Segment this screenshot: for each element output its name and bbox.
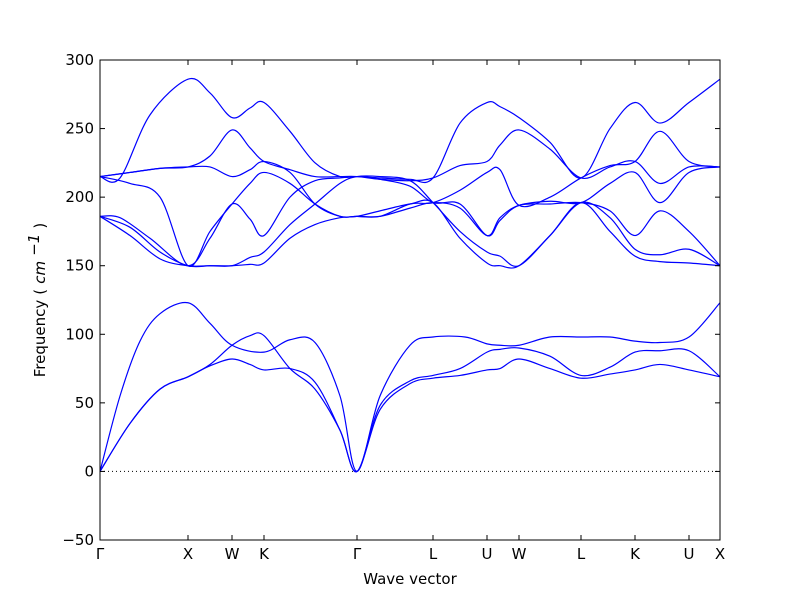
plot-frame	[99, 59, 721, 541]
y-axis-title-unit-exponent: −1	[25, 234, 43, 256]
y-tick-label: 300	[65, 51, 94, 69]
x-tick-label: L	[577, 545, 586, 563]
x-tick-label: U	[684, 545, 695, 563]
x-tick-label: W	[512, 545, 527, 563]
y-axis-title: Frequency ( cm −1 )	[24, 223, 49, 378]
x-tick-label: X	[183, 545, 193, 563]
y-tick-label: 50	[75, 394, 94, 412]
y-axis-title-main: Frequency	[31, 300, 49, 378]
y-tick-label: 200	[65, 188, 94, 206]
phonon-branch-5	[99, 175, 721, 268]
x-axis-title: Wave vector	[363, 570, 457, 588]
x-tick-label: Γ	[353, 545, 362, 563]
phonon-branch-1	[99, 301, 721, 473]
x-tick-label: Γ	[96, 545, 105, 563]
phonon-branch-2	[99, 332, 721, 473]
y-tick-label: 250	[65, 120, 94, 138]
y-axis-title-unit: cm	[31, 261, 49, 284]
y-axis-title-paren-open: (	[31, 289, 49, 295]
y-tick-label: 0	[84, 462, 94, 480]
phonon-branch-8	[99, 130, 721, 218]
series-layer	[99, 77, 721, 473]
phonon-branch-7	[99, 166, 721, 267]
y-tick-label: 150	[65, 257, 94, 275]
phonon-branch-3	[99, 358, 721, 473]
y-tick-label: −50	[62, 531, 94, 549]
plot-border	[99, 59, 721, 541]
phonon-branch-9	[99, 129, 721, 185]
y-axis-ticks: −50 0 50 100 150 200 250 300	[62, 51, 720, 549]
x-tick-label: L	[429, 545, 438, 563]
y-axis-title-paren-close: )	[31, 223, 49, 229]
x-tick-label: K	[630, 545, 641, 563]
x-tick-label: X	[715, 545, 725, 563]
y-tick-label: 100	[65, 325, 94, 343]
x-tick-label: U	[482, 545, 493, 563]
phonon-branch-6	[99, 175, 721, 267]
x-tick-label: K	[259, 545, 270, 563]
phonon-branch-4	[99, 199, 721, 269]
phonon-branch-10	[99, 77, 721, 184]
x-tick-label: W	[225, 545, 240, 563]
